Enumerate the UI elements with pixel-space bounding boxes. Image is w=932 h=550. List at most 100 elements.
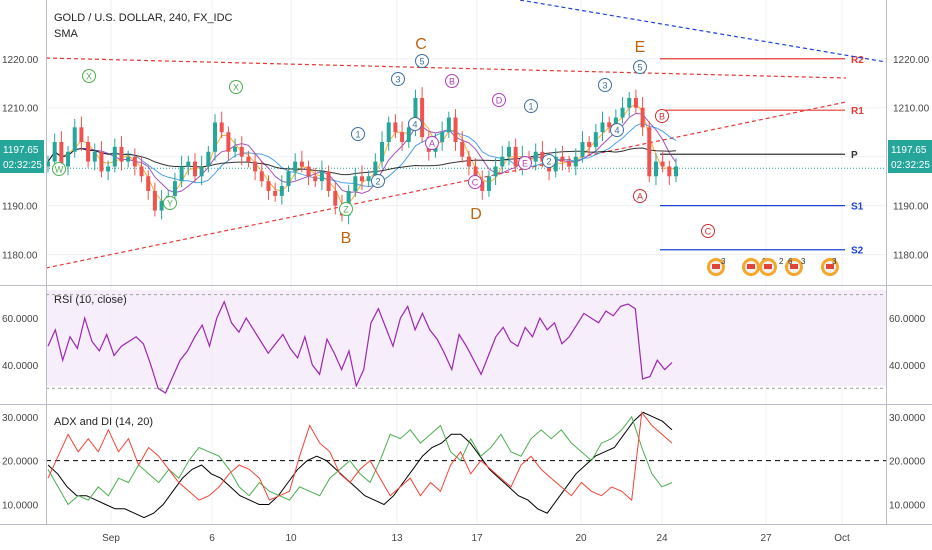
candle-body (653, 161, 658, 177)
candle-body (219, 122, 224, 133)
di-minus-line (47, 411, 673, 502)
candle-body (59, 142, 64, 167)
wave-label-major: B (341, 230, 352, 247)
adx-tick-label: 10.0000 (889, 500, 926, 511)
rsi-band (46, 290, 886, 386)
wave-label-minor: X (86, 72, 92, 82)
candle-body (253, 161, 258, 172)
candle-body (306, 166, 311, 177)
svg-text:3: 3 (721, 257, 726, 266)
candle-body (106, 166, 111, 172)
candle-body (72, 127, 77, 152)
candle-body (92, 151, 97, 162)
candle-body (233, 146, 238, 152)
candle-body (593, 132, 598, 147)
wave-label-circle (633, 60, 647, 74)
wave-label-minor: B (659, 112, 665, 122)
event-count: 2 (779, 257, 784, 266)
wave-label-circle (518, 156, 532, 170)
candle-body (567, 161, 572, 167)
pivot-label: R2 (851, 55, 864, 66)
wave-label-circle (408, 117, 422, 131)
time-tick-label: 17 (471, 533, 483, 544)
candle-body (446, 117, 451, 133)
candle-body (420, 97, 425, 138)
symbol-title: GOLD / U.S. DOLLAR, 240, FX_IDC (54, 12, 233, 24)
wave-label-minor: 4 (412, 120, 417, 130)
candle-body (573, 156, 578, 167)
wave-label-circle (351, 127, 365, 141)
candle-body (533, 151, 538, 162)
candle-body (553, 156, 558, 172)
candle-body (460, 142, 465, 157)
candle-body (473, 166, 478, 182)
us-flag-icon[interactable]: 3 (707, 257, 726, 276)
us-flag-icon[interactable] (785, 258, 803, 276)
adx-tick-label: 20.0000 (2, 457, 39, 468)
candle-body (45, 161, 51, 167)
candle-body (326, 171, 331, 191)
us-flag-icon[interactable] (759, 258, 777, 276)
current-price-right: 1197.65 (891, 145, 927, 156)
rsi-legend[interactable]: RSI (10, close) (54, 294, 127, 306)
candle-body (393, 122, 398, 133)
wave-label-minor: C (472, 178, 479, 188)
candle-body (480, 181, 485, 191)
candle-body (673, 166, 679, 177)
candle-body (500, 156, 505, 167)
candle-body (353, 176, 358, 191)
adx-legend[interactable]: ADX and DI (14, 20) (54, 416, 153, 428)
bar-countdown-right: 02:32:25 (891, 160, 930, 171)
candle-body (99, 151, 104, 172)
candle-body (226, 132, 231, 152)
wave-label-circle (524, 99, 538, 113)
wave-label-major: E (635, 39, 646, 56)
wave-label-minor: A (429, 139, 435, 149)
us-flag-icon[interactable]: 3 (821, 257, 839, 276)
candle-body (259, 171, 264, 182)
adx-tick-label: 30.0000 (2, 413, 39, 424)
price-tag (0, 140, 44, 173)
wave-label-circle (542, 154, 556, 168)
rsi-line (47, 300, 673, 394)
candle-body (633, 97, 638, 108)
candle-body (600, 122, 605, 133)
us-flag-icon[interactable] (742, 258, 760, 276)
price-tick-label: 1190.00 (2, 202, 38, 213)
pivot-label: R1 (851, 106, 864, 117)
candle-body (587, 142, 592, 147)
wave-label-minor: E (522, 159, 528, 169)
time-tick-label: Oct (834, 533, 850, 544)
sma-indicator-label[interactable]: SMA (54, 28, 79, 40)
candle-body (453, 117, 458, 142)
time-tick-label: Sep (102, 533, 120, 544)
wave-label-major: D (470, 206, 482, 223)
candle-body (293, 161, 298, 172)
candle-body (373, 161, 378, 177)
candle-body (406, 127, 411, 142)
candle-body (359, 176, 365, 182)
adx-pane[interactable] (46, 406, 886, 524)
candle-body (560, 156, 565, 162)
wave-label-circle (52, 162, 66, 176)
price-tick-label: 1190.00 (893, 202, 929, 213)
svg-text:3: 3 (832, 257, 837, 266)
candle-body (286, 171, 291, 187)
wave-label-circle (339, 202, 353, 216)
candle-body (86, 142, 91, 162)
wave-label-minor: Y (167, 199, 173, 209)
candle-body (79, 127, 84, 142)
price-tick-label: 1220.00 (893, 55, 930, 66)
time-tick-label: 27 (760, 533, 772, 544)
wave-label-minor: 1 (528, 102, 533, 112)
rsi-series (46, 294, 886, 394)
trendline-upper (519, 0, 887, 63)
time-tick-label: 10 (285, 533, 297, 544)
candle-body (246, 156, 251, 162)
candle-body (413, 97, 418, 128)
candle-body (366, 176, 371, 182)
wave-label-minor: X (233, 83, 239, 93)
candle-body (380, 142, 385, 162)
candle-body (613, 117, 618, 128)
